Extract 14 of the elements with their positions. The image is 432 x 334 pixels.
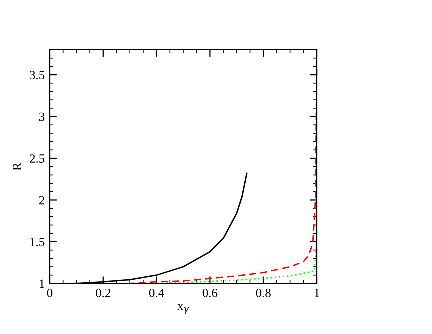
y-tick-label: 2.5 (30, 154, 45, 164)
x-tick-label: 1 (314, 288, 320, 298)
y-axis-title: R (13, 162, 22, 171)
x-axis-title: x$_{γ}$ (178, 304, 190, 314)
y-tick-label: 2 (39, 196, 44, 205)
y-tick-label: 3.5 (30, 71, 45, 80)
x-tick-label: 0.8 (256, 288, 271, 298)
y-tick-label: 3 (39, 112, 45, 122)
y-tick-label: 1 (40, 280, 44, 288)
x-tick-label: 0.4 (149, 288, 164, 298)
y-tick-label: 1.5 (30, 238, 45, 246)
x-tick-label: 0.2 (96, 288, 111, 298)
x-tick-label: 0.6 (202, 288, 218, 298)
x-tick-label: 0 (47, 288, 53, 298)
